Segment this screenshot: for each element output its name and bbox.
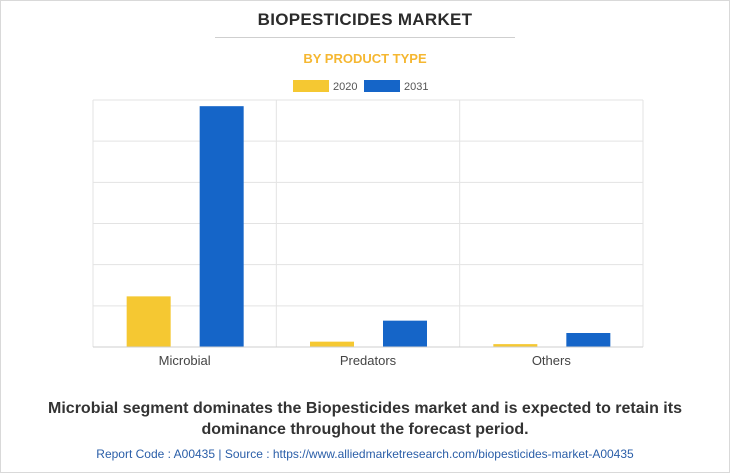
bar-chart: Microbial Predators Others 2020 2031	[92, 80, 644, 368]
bar-2031-others	[566, 333, 611, 347]
bar-2020-predators	[310, 341, 354, 347]
legend-label-2031: 2031	[404, 81, 428, 93]
x-tick-label-microbial: Microbial	[159, 353, 211, 368]
bar-2031-microbial	[199, 106, 244, 347]
chart-subtitle: BY PRODUCT TYPE	[303, 51, 427, 66]
report-footer: Report Code : A00435 | Source : https://…	[0, 447, 730, 461]
bar-2020-others	[493, 344, 538, 347]
x-tick-label-others: Others	[532, 353, 572, 368]
legend-swatch-2020	[293, 80, 329, 92]
source-link[interactable]: Source : https://www.alliedmarketresearc…	[224, 447, 634, 461]
footer-separator: |	[218, 447, 222, 461]
bar-2031-predators	[383, 320, 427, 347]
chart-caption: Microbial segment dominates the Biopesti…	[48, 400, 682, 438]
title-divider	[215, 37, 515, 38]
x-tick-label-predators: Predators	[340, 353, 397, 368]
chart-title: BIOPESTICIDES MARKET	[257, 10, 473, 29]
bar-2020-microbial	[126, 296, 171, 347]
legend-swatch-2031	[364, 80, 400, 92]
report-code: Report Code : A00435	[96, 447, 216, 461]
legend-label-2020: 2020	[333, 81, 357, 93]
